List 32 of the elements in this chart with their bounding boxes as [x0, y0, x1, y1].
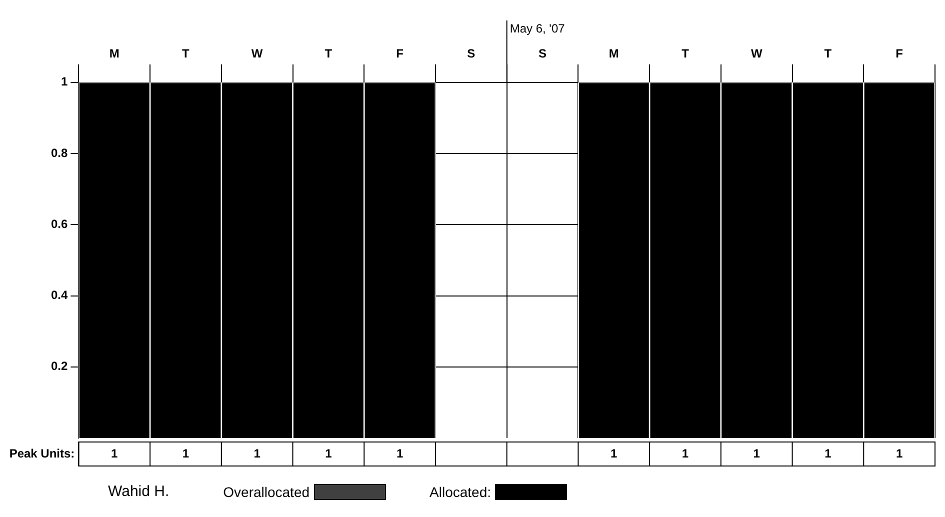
x-tick-label: T: [824, 46, 832, 61]
y-tick-label: 1: [60, 74, 68, 89]
data-label: 1: [254, 446, 261, 460]
x-tick-label: W: [750, 46, 763, 61]
data-label: 1: [396, 446, 404, 460]
x-tick-label: S: [538, 46, 547, 61]
text: Overallocated: [223, 484, 310, 500]
y-tick-label: 0.8: [50, 146, 68, 160]
data-label: 1: [325, 446, 332, 460]
data-label: 1: [682, 446, 689, 460]
data-label: 1: [824, 446, 832, 460]
text: Allocated:: [430, 484, 492, 500]
x-tick-label: F: [396, 46, 404, 61]
x-tick-label: M: [608, 46, 619, 61]
x-tick-label: S: [467, 46, 476, 61]
x-tick-label: T: [182, 46, 190, 61]
y-tick-label: 0.4: [50, 288, 68, 302]
x-tick-label: W: [251, 46, 264, 61]
x-tick-label: M: [109, 46, 120, 61]
data-label: 1: [610, 446, 618, 460]
text: Peak Units:: [9, 446, 75, 460]
text: May 6, '07: [510, 22, 566, 36]
x-tick-label: T: [324, 46, 333, 61]
data-label: 1: [182, 446, 190, 460]
data-label: 1: [753, 446, 760, 460]
text: Wahid H.: [108, 483, 170, 500]
x-tick-label: F: [896, 46, 903, 61]
y-tick-label: 0.6: [50, 216, 68, 231]
data-label: 1: [111, 446, 118, 460]
data-label: 1: [896, 446, 903, 460]
x-tick-label: T: [682, 46, 690, 61]
y-tick-label: 0.2: [50, 359, 68, 374]
